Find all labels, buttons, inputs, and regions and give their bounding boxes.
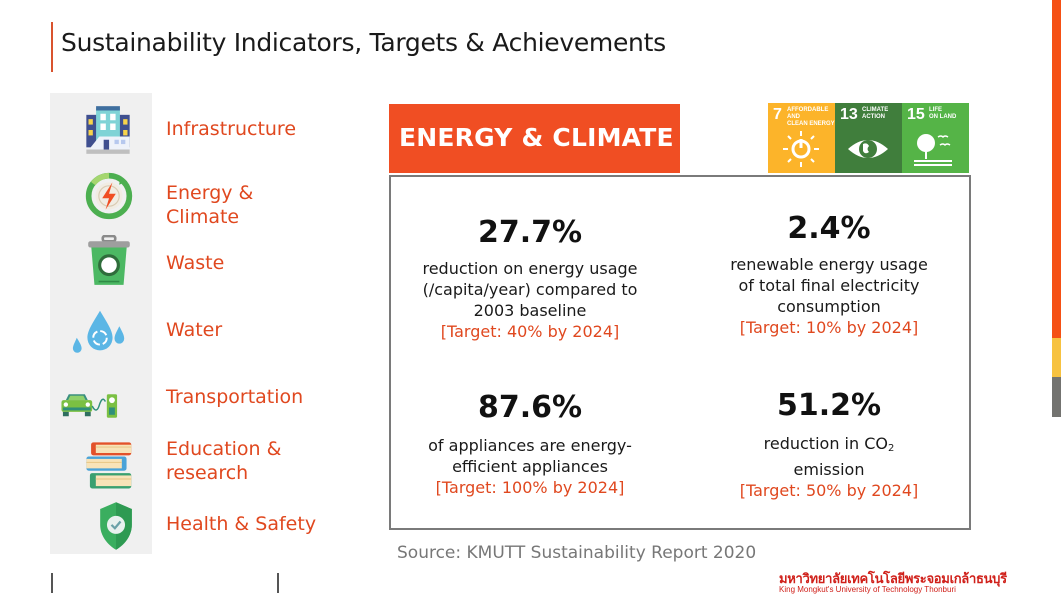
metric-target: [Target: 50% by 2024] — [739, 481, 919, 500]
metric-value: 87.6% — [477, 390, 583, 425]
category-label: Education & research — [166, 438, 282, 484]
metric-value: 2.4% — [787, 211, 871, 246]
tree-birds-icon — [914, 134, 952, 166]
metric-description: renewable energy usage of total final el… — [730, 255, 928, 316]
sdg-number: 13 — [840, 106, 858, 123]
category-label: Water — [166, 319, 223, 341]
energy-icon — [85, 172, 133, 220]
metric-energy-reduction: 27.7% reduction on energy usage (/capita… — [405, 215, 655, 342]
metric-co2-reduction: 51.2% reduction in CO2 emission [Target: … — [709, 388, 949, 501]
section-header: ENERGY & CLIMATE — [389, 104, 680, 173]
metric-description: of appliances are energy- efficient appl… — [428, 436, 632, 476]
metric-target: [Target: 10% by 2024] — [739, 318, 919, 337]
source-citation: Source: KMUTT Sustainability Report 2020 — [397, 543, 757, 563]
rail-segment-yellow — [1052, 338, 1061, 377]
sdg-number: 15 — [907, 106, 925, 123]
rail-segment-gray — [1052, 377, 1061, 417]
sdg-badge-7: 7 AFFORDABLE AND CLEAN ENERGY — [768, 103, 835, 173]
building-icon — [86, 106, 130, 154]
sun-power-icon — [783, 131, 819, 167]
metric-target: [Target: 100% by 2024] — [435, 478, 625, 497]
side-color-rail — [1052, 0, 1061, 417]
water-drops-icon — [72, 310, 125, 353]
category-label: Health & Safety — [166, 513, 317, 535]
metric-efficient-appliances: 87.6% of appliances are energy- efficien… — [405, 390, 655, 498]
sdg-badge-15: 15 LIFE ON LAND — [902, 103, 969, 173]
sdg-label: AFFORDABLE AND CLEAN ENERGY — [787, 107, 835, 127]
shield-check-icon — [100, 502, 132, 550]
metrics-panel: 27.7% reduction on energy usage (/capita… — [389, 175, 971, 530]
metric-target: [Target: 40% by 2024] — [440, 322, 620, 341]
university-logo-thai: มหาวิทยาลัยเทคโนโลยีพระจอมเกล้าธนบุรี — [779, 572, 1007, 587]
metric-value: 27.7% — [477, 215, 583, 250]
category-label: Infrastructure — [166, 118, 297, 140]
footer-tick-left — [51, 573, 53, 593]
title-accent-bar — [51, 22, 53, 72]
rail-segment-orange — [1052, 0, 1061, 338]
metric-renewable-energy: 2.4% renewable energy usage of total fin… — [709, 211, 949, 338]
electric-car-icon — [61, 394, 118, 418]
page-title: Sustainability Indicators, Targets & Ach… — [61, 28, 666, 57]
footer-tick-right — [277, 573, 279, 593]
sdg-label: LIFE ON LAND — [929, 107, 957, 120]
metric-description: reduction on energy usage (/capita/year)… — [422, 259, 638, 320]
section-title: ENERGY & CLIMATE — [399, 123, 674, 152]
sdg-badges: 7 AFFORDABLE AND CLEAN ENERGY 13 CLIMATE… — [768, 103, 969, 173]
eye-globe-icon — [848, 140, 888, 158]
university-logo-english: King Mongkut's University of Technology … — [779, 585, 956, 594]
trash-bin-icon — [88, 235, 130, 285]
sdg-badge-13: 13 CLIMATE ACTION — [835, 103, 902, 173]
category-label: Energy & Climate — [166, 182, 254, 228]
metric-value: 51.2% — [776, 388, 882, 423]
books-icon — [86, 442, 132, 489]
category-label: Transportation — [166, 386, 304, 408]
metric-description: reduction in CO2 emission — [763, 434, 895, 479]
sdg-label: CLIMATE ACTION — [862, 107, 889, 120]
category-label: Waste — [166, 252, 225, 274]
sdg-number: 7 — [773, 106, 782, 123]
